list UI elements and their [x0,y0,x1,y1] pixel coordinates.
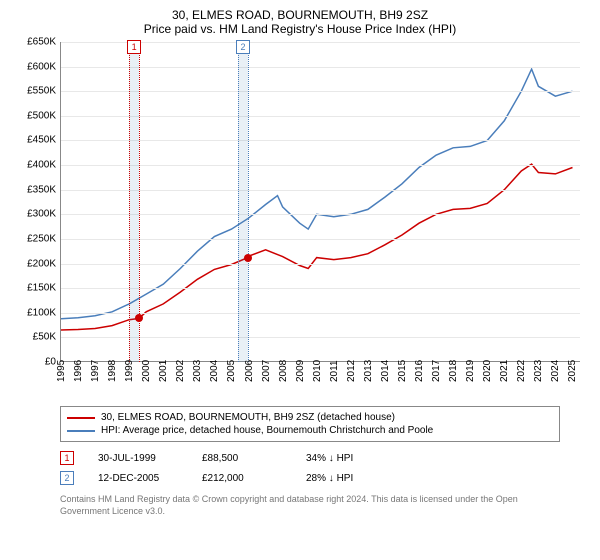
sale-price: £212,000 [202,473,282,484]
plot-area: 12 [60,42,580,362]
chart-title: 30, ELMES ROAD, BOURNEMOUTH, BH9 2SZ [10,8,590,22]
sale-delta: 34% ↓ HPI [306,453,386,464]
x-tick-label: 2005 [226,360,237,382]
y-tick-label: £200K [27,258,56,269]
y-tick-label: £250K [27,233,56,244]
x-tick-label: 1997 [90,360,101,382]
band-marker: 2 [236,40,250,54]
y-tick-label: £350K [27,184,56,195]
sale-date: 12-DEC-2005 [98,473,178,484]
legend-label: 30, ELMES ROAD, BOURNEMOUTH, BH9 2SZ (de… [101,412,395,423]
y-axis: £0£50K£100K£150K£200K£250K£300K£350K£400… [10,42,60,362]
sale-row: 2 12-DEC-2005 £212,000 28% ↓ HPI [60,468,590,488]
x-axis: 1995199619971998199920002001200220032004… [60,364,580,404]
x-tick-label: 2021 [499,360,510,382]
y-tick-label: £50K [33,332,56,343]
sale-point [135,314,143,322]
y-tick-label: £150K [27,283,56,294]
x-tick-label: 2023 [533,360,544,382]
x-tick-label: 2024 [550,360,561,382]
x-tick-label: 1998 [107,360,118,382]
footnote: Contains HM Land Registry data © Crown c… [60,494,560,517]
sale-date: 30-JUL-1999 [98,453,178,464]
sale-row-marker: 1 [60,451,74,465]
x-tick-label: 1999 [124,360,135,382]
y-tick-label: £450K [27,135,56,146]
x-tick-label: 2006 [244,360,255,382]
x-tick-label: 2014 [380,360,391,382]
y-tick-label: £500K [27,110,56,121]
x-tick-label: 2009 [295,360,306,382]
sale-row-marker: 2 [60,471,74,485]
y-tick-label: £600K [27,61,56,72]
x-tick-label: 2008 [278,360,289,382]
sale-delta: 28% ↓ HPI [306,473,386,484]
sale-price: £88,500 [202,453,282,464]
sale-band: 2 [238,42,247,362]
x-tick-label: 2025 [567,360,578,382]
chart-subtitle: Price paid vs. HM Land Registry's House … [10,22,590,36]
x-tick-label: 2007 [261,360,272,382]
x-tick-label: 2015 [397,360,408,382]
chart-area: £0 £50K £100K £150K £200K £250K £300K £350K £400… [10,42,590,402]
x-tick-label: 2022 [516,360,527,382]
x-tick-label: 2002 [175,360,186,382]
x-tick-label: 2016 [414,360,425,382]
band-marker: 1 [127,40,141,54]
x-tick-label: 1996 [73,360,84,382]
x-tick-label: 2017 [431,360,442,382]
legend-item: 30, ELMES ROAD, BOURNEMOUTH, BH9 2SZ (de… [67,411,553,424]
x-tick-label: 2020 [482,360,493,382]
x-tick-label: 1995 [56,360,67,382]
sale-point [244,254,252,262]
y-tick-label: £100K [27,307,56,318]
x-tick-label: 2004 [209,360,220,382]
legend-swatch [67,430,95,432]
x-tick-label: 2003 [192,360,203,382]
legend: 30, ELMES ROAD, BOURNEMOUTH, BH9 2SZ (de… [60,406,560,442]
legend-item: HPI: Average price, detached house, Bour… [67,424,553,437]
sale-rows: 1 30-JUL-1999 £88,500 34% ↓ HPI 2 12-DEC-2005… [60,448,590,488]
x-tick-label: 2013 [363,360,374,382]
sale-row: 1 30-JUL-1999 £88,500 34% ↓ HPI [60,448,590,468]
y-tick-label: £400K [27,160,56,171]
legend-swatch [67,417,95,419]
x-tick-label: 2018 [448,360,459,382]
y-tick-label: £0 [45,357,56,368]
chart-container: 30, ELMES ROAD, BOURNEMOUTH, BH9 2SZ Pri… [0,0,600,560]
y-tick-label: £300K [27,209,56,220]
legend-label: HPI: Average price, detached house, Bour… [101,425,433,436]
x-tick-label: 2019 [465,360,476,382]
x-tick-label: 2001 [158,360,169,382]
x-tick-label: 2000 [141,360,152,382]
x-tick-label: 2011 [329,360,340,382]
y-tick-label: £650K [27,37,56,48]
x-tick-label: 2010 [312,360,323,382]
y-tick-label: £550K [27,86,56,97]
x-tick-label: 2012 [346,360,357,382]
